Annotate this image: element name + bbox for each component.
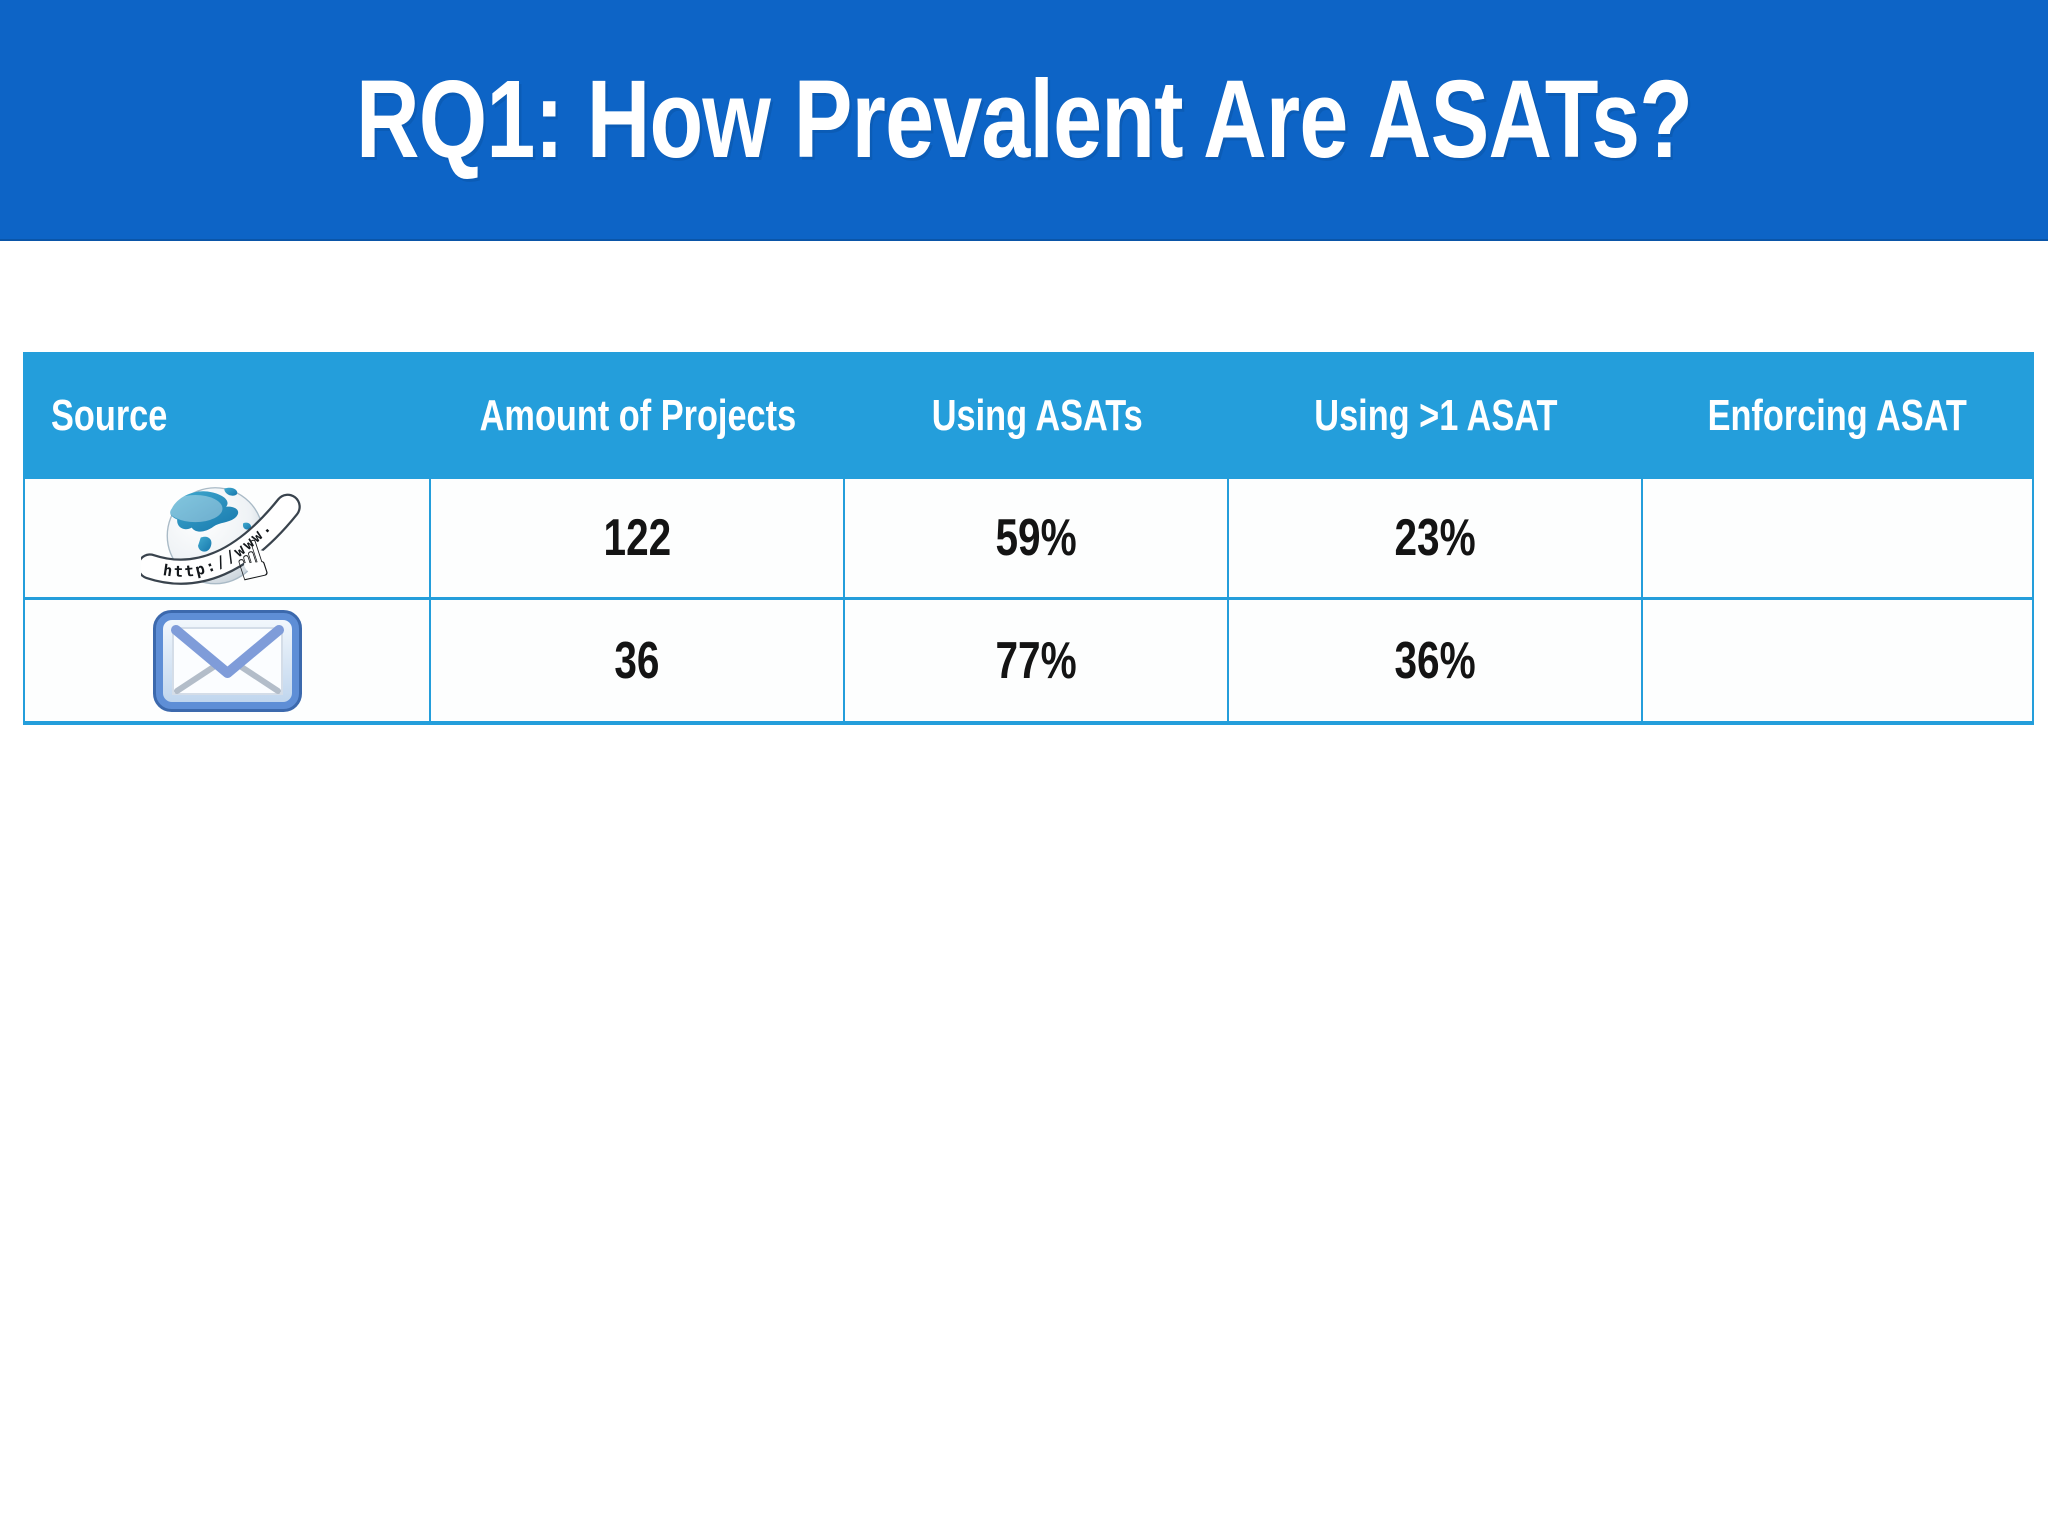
col-header-source: Source <box>25 352 431 479</box>
col-header-source-label: Source <box>51 390 168 440</box>
col-header-using-gt1-label: Using >1 ASAT <box>1314 390 1558 440</box>
cell-source-email <box>25 600 432 721</box>
email-icon <box>152 609 303 713</box>
web-globe-icon: http://www. ☝ <box>141 483 313 593</box>
col-header-amount-of-projects: Amount of Projects <box>431 352 845 479</box>
table-row-email: 36 77% 36% <box>25 600 2032 721</box>
col-header-enforcing-label: Enforcing ASAT <box>1707 390 1968 440</box>
cell-using-gt1-email: 36% <box>1229 600 1643 721</box>
cell-using-gt1-web: 23% <box>1229 479 1643 597</box>
col-header-enforcing-asat: Enforcing ASAT <box>1643 352 2032 479</box>
cell-using-asats-web: 59% <box>845 479 1229 597</box>
col-header-using-asats: Using ASATs <box>845 352 1228 479</box>
col-header-amount-label: Amount of Projects <box>480 390 797 440</box>
cell-enforcing-email <box>1643 600 2032 721</box>
cell-amount-web: 122 <box>431 479 846 597</box>
asat-prevalence-table: Source Amount of Projects Using ASATs Us… <box>23 352 2034 725</box>
col-header-using-asats-label: Using ASATs <box>931 390 1143 440</box>
table-row-web: http://www. ☝ 122 59% 23% <box>25 479 2032 600</box>
cell-source-web: http://www. ☝ <box>25 479 432 597</box>
col-header-using-gt1-asat: Using >1 ASAT <box>1229 352 1643 479</box>
table-header-row: Source Amount of Projects Using ASATs Us… <box>25 352 2032 479</box>
cell-using-asats-email: 77% <box>845 600 1229 721</box>
title-banner: RQ1: How Prevalent Are ASATs? <box>0 0 2048 241</box>
slide-title: RQ1: How Prevalent Are ASATs? <box>355 58 1693 181</box>
cell-enforcing-web <box>1643 479 2032 597</box>
cell-amount-email: 36 <box>431 600 846 721</box>
